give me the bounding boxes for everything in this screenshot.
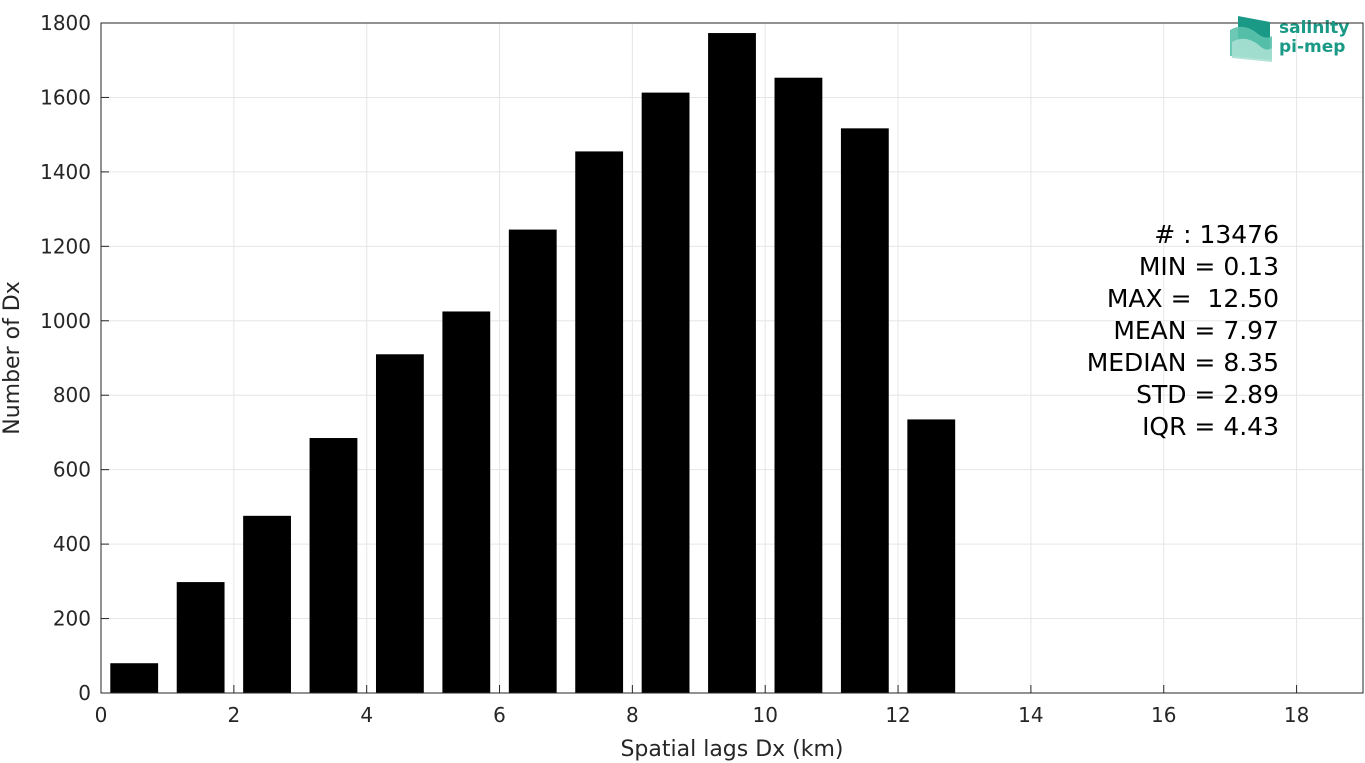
bar-11 <box>840 128 889 694</box>
salinity-pi-mep-logo: salinity pi-mep <box>1230 16 1349 62</box>
logo-text-salinity: salinity <box>1279 18 1349 38</box>
bar-2 <box>243 515 291 693</box>
wave-icon <box>1230 16 1272 62</box>
x-tick-label: 0 <box>95 703 108 727</box>
bar-8 <box>641 92 690 694</box>
y-tick-label: 1200 <box>40 234 91 258</box>
bar-1 <box>176 582 225 693</box>
x-tick-label: 14 <box>1018 703 1043 727</box>
y-axis-label: Number of Dx <box>0 281 25 435</box>
bar-7 <box>575 151 624 693</box>
x-tick-label: 4 <box>360 703 373 727</box>
bars <box>110 33 956 694</box>
y-tick-label: 0 <box>78 681 91 705</box>
stats-box: # : 13476 MIN = 0.13 MAX = 12.50 MEAN = … <box>1087 220 1279 441</box>
x-tick-label: 12 <box>885 703 910 727</box>
y-tick-label: 200 <box>53 607 91 631</box>
stat-min: MIN = 0.13 <box>1139 252 1279 281</box>
bar-4 <box>375 354 424 693</box>
stat-max: MAX = 12.50 <box>1107 284 1279 313</box>
y-tick-label: 1800 <box>40 11 91 35</box>
y-tick-label: 1400 <box>40 160 91 184</box>
y-tick-label: 400 <box>53 532 91 556</box>
x-tick-label: 8 <box>626 703 639 727</box>
x-axis-label: Spatial lags Dx (km) <box>620 737 843 762</box>
plot-frame <box>100 22 1364 694</box>
bar-12 <box>907 419 956 693</box>
stat-std: STD = 2.89 <box>1136 380 1279 409</box>
x-tick-label: 16 <box>1151 703 1176 727</box>
stat-iqr: IQR = 4.43 <box>1142 412 1279 441</box>
x-ticks: 0 2 4 6 8 10 12 14 16 18 <box>95 685 1309 727</box>
bar-9 <box>708 33 756 694</box>
logo-text-pi-mep: pi-mep <box>1279 37 1345 57</box>
y-tick-label: 1000 <box>40 309 91 333</box>
bar-0 <box>110 663 159 693</box>
y-tick-label: 800 <box>53 383 91 407</box>
bar-6 <box>508 229 557 694</box>
bar-5 <box>442 311 491 693</box>
bar-3 <box>309 438 358 693</box>
stat-count: # : 13476 <box>1154 220 1279 249</box>
x-tick-label: 18 <box>1284 703 1309 727</box>
x-tick-label: 6 <box>493 703 506 727</box>
bar-10 <box>774 77 823 693</box>
stat-median: MEDIAN = 8.35 <box>1087 348 1279 377</box>
stat-mean: MEAN = 7.97 <box>1113 316 1279 345</box>
x-tick-label: 2 <box>227 703 240 727</box>
y-tick-label: 1600 <box>40 85 91 109</box>
x-tick-label: 10 <box>752 703 777 727</box>
y-ticks: 0 200 400 600 800 1000 1200 1400 1600 1800 <box>40 11 109 705</box>
y-tick-label: 600 <box>53 458 91 482</box>
